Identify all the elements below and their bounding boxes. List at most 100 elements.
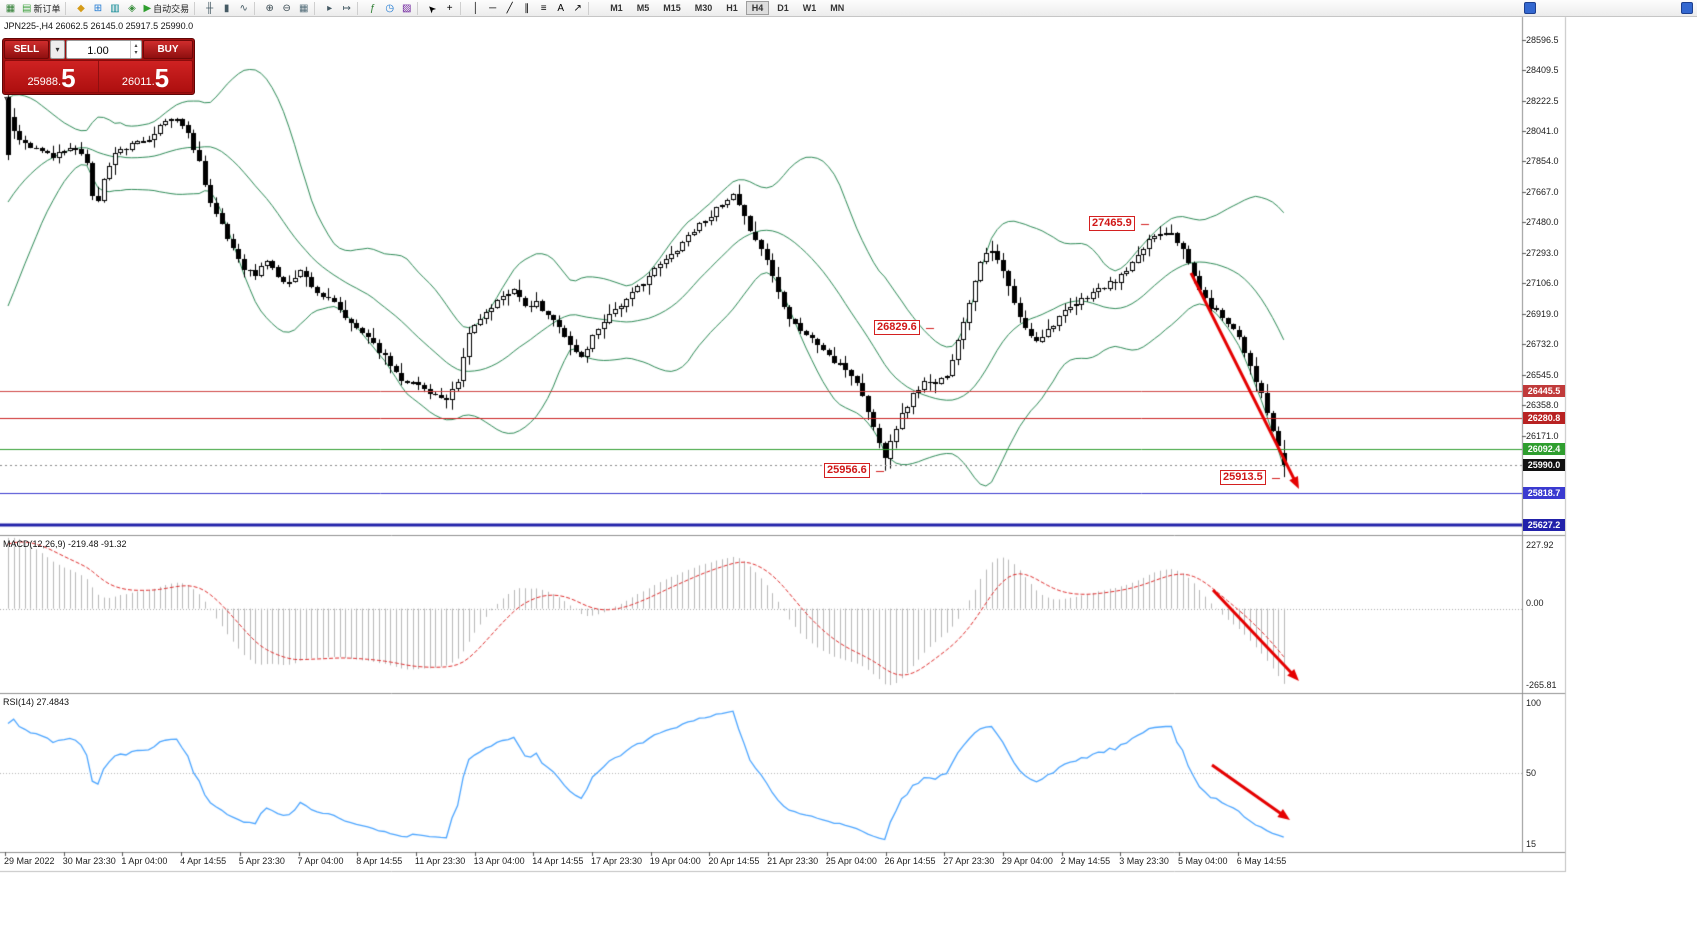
volume-input[interactable] — [67, 42, 129, 60]
horizontal-line-icon[interactable]: ─ — [485, 1, 500, 16]
rsi-scale-label: 50 — [1526, 768, 1537, 778]
bar-chart-icon[interactable]: ╫ — [202, 1, 217, 16]
timeframe-m5-button[interactable]: M5 — [636, 3, 650, 13]
toolbar-separator — [588, 1, 592, 15]
cursor-icon: ➤ — [425, 1, 440, 15]
price-axis-label: 27667.0 — [1526, 186, 1559, 197]
navigator-icon[interactable]: ◈ — [124, 1, 139, 16]
time-axis-label: 17 Apr 23:30 — [591, 856, 643, 866]
candlestick-chart-icon[interactable]: ▮ — [219, 1, 234, 16]
timeframe-w1-button[interactable]: W1 — [802, 3, 817, 13]
trendline-icon[interactable]: ╱ — [502, 1, 517, 16]
timeframe-m30-button[interactable]: M30 — [694, 3, 713, 13]
macd-label: MACD(12,26,9) -219.48 -91.32 — [3, 539, 127, 549]
channel-icon: ∥ — [524, 2, 530, 14]
crosshair-icon[interactable]: + — [442, 1, 457, 16]
vertical-line-icon[interactable]: │ — [468, 1, 483, 16]
channel-icon[interactable]: ∥ — [519, 1, 534, 16]
line-chart-icon: ∿ — [239, 2, 248, 14]
templates-icon[interactable]: ▨ — [399, 1, 414, 16]
arrows-tool-icon[interactable]: ↗ — [570, 1, 585, 16]
price-tag: 26280.8 — [1523, 411, 1565, 424]
auto-scroll-icon[interactable]: ▸ — [322, 1, 337, 16]
time-axis-label: 30 Mar 23:30 — [62, 856, 116, 866]
buy-price[interactable]: 26011. 5 — [99, 61, 192, 92]
buy-price-small: 26011. — [121, 76, 155, 88]
price-axis-label: 28222.5 — [1526, 95, 1559, 106]
cursor-icon[interactable]: ➤ — [425, 1, 440, 16]
timeframe-m1-button[interactable]: M1 — [610, 3, 623, 13]
buy-button[interactable]: BUY — [143, 40, 193, 59]
toolbar-separator — [254, 1, 258, 15]
chart-shift-icon[interactable]: ↦ — [339, 1, 354, 16]
sell-price[interactable]: 25988. 5 — [5, 61, 98, 92]
symbol-ohlc-line: JPN225-,H4 26062.5 26145.0 25917.5 25990… — [4, 21, 194, 31]
timeframe-mn-button[interactable]: MN — [830, 3, 845, 13]
sell-button[interactable]: SELL — [4, 40, 49, 59]
time-axis-label: 14 Apr 14:55 — [532, 856, 584, 866]
autotrade-button[interactable]: ▶ 自动交易 — [141, 1, 191, 16]
time-axis-label: 29 Mar 2022 — [4, 856, 55, 866]
new-chart-icon: ▦ — [5, 2, 16, 14]
line-chart-icon[interactable]: ∿ — [236, 1, 251, 16]
price-annotation-label[interactable]: 26829.6 — [874, 320, 920, 336]
time-axis-label: 8 Apr 14:55 — [356, 856, 403, 866]
templates-icon: ▨ — [401, 2, 412, 14]
time-axis-label: 21 Apr 23:30 — [767, 856, 819, 866]
zoom-out-icon[interactable]: ⊖ — [279, 1, 294, 16]
volume-field: ▴▾ — [66, 40, 142, 60]
zoom-in-icon[interactable]: ⊕ — [262, 1, 277, 16]
time-axis-label: 20 Apr 14:55 — [708, 856, 760, 866]
price-tag: 25627.2 — [1523, 518, 1565, 531]
volume-dropdown-button[interactable]: ▾ — [50, 40, 65, 59]
docked-chart-icon[interactable] — [1524, 2, 1536, 14]
zoom-in-icon: ⊕ — [265, 2, 274, 14]
price-axis-label: 26171.0 — [1526, 430, 1559, 441]
timeframe-m15-button[interactable]: M15 — [663, 3, 681, 13]
data-window-icon[interactable]: ▥ — [107, 1, 122, 16]
layouts-icon[interactable]: ◆ — [73, 1, 88, 16]
new-order-button[interactable]: ▤ 新订单 — [20, 1, 62, 16]
price-annotation-label[interactable]: 27465.9 — [1089, 216, 1135, 232]
time-axis-label: 13 Apr 04:00 — [473, 856, 525, 866]
navigator-icon: ◈ — [128, 2, 136, 14]
price-annotation-label[interactable]: 25956.6 — [824, 462, 870, 478]
volume-stepper[interactable]: ▴ ▾ — [130, 41, 141, 58]
fibonacci-icon[interactable]: ≡ — [536, 1, 551, 16]
crosshair-icon: + — [446, 2, 453, 14]
fibonacci-icon: ≡ — [540, 2, 547, 14]
market-watch-icon[interactable]: ⊞ — [90, 1, 105, 16]
chart-shift-icon: ↦ — [342, 2, 351, 14]
rsi-scale-label: 15 — [1526, 839, 1537, 849]
sell-price-big-digit: 5 — [61, 63, 76, 93]
main-toolbar: ▦ ▤ 新订单 ◆ ⊞ ▥ ◈ ▶ 自动交易 ╫ ▮ ∿ ⊕ ⊖ ▦ ▸ ↦ ƒ ◷ ▨ ➤ + │ ─ ╱ ∥ ≡ A ↗ M1 M5 M1… — [0, 0, 1697, 17]
toolbar-overflow-icon[interactable] — [1681, 2, 1693, 14]
text-label-icon[interactable]: A — [553, 1, 568, 16]
timeframe-h1-button[interactable]: H1 — [726, 3, 738, 13]
price-axis-label: 28596.5 — [1526, 34, 1559, 45]
text-label-icon: A — [557, 2, 565, 14]
price-axis-label: 28041.0 — [1526, 125, 1559, 136]
price-tag: 25990.0 — [1523, 459, 1565, 472]
trendline-icon: ╱ — [506, 2, 513, 14]
autotrade-button-label: 自动交易 — [153, 3, 190, 14]
time-axis-label: 4 Apr 14:55 — [180, 856, 227, 866]
periods-icon[interactable]: ◷ — [382, 1, 397, 16]
time-axis-label: 1 Apr 04:00 — [121, 856, 168, 866]
price-axis-label: 27293.0 — [1526, 247, 1559, 258]
auto-scroll-icon: ▸ — [327, 2, 333, 14]
new-order-button: ▤ — [22, 2, 32, 14]
price-axis-label: 27854.0 — [1526, 156, 1559, 167]
one-click-collapse-toggle[interactable]: ▾ — [4, 94, 9, 103]
tile-windows-icon[interactable]: ▦ — [296, 1, 311, 16]
buy-price-big-digit: 5 — [154, 63, 170, 93]
new-chart-icon[interactable]: ▦ — [3, 1, 18, 16]
tile-windows-icon: ▦ — [298, 2, 309, 14]
price-annotation-label[interactable]: 25913.5 — [1220, 469, 1266, 485]
chevron-down-icon: ▾ — [55, 45, 60, 54]
indicators-icon[interactable]: ƒ — [365, 1, 380, 16]
candlestick-chart-icon: ▮ — [223, 2, 230, 14]
timeframe-h4-button[interactable]: H4 — [745, 1, 770, 15]
timeframe-d1-button[interactable]: D1 — [777, 3, 789, 13]
